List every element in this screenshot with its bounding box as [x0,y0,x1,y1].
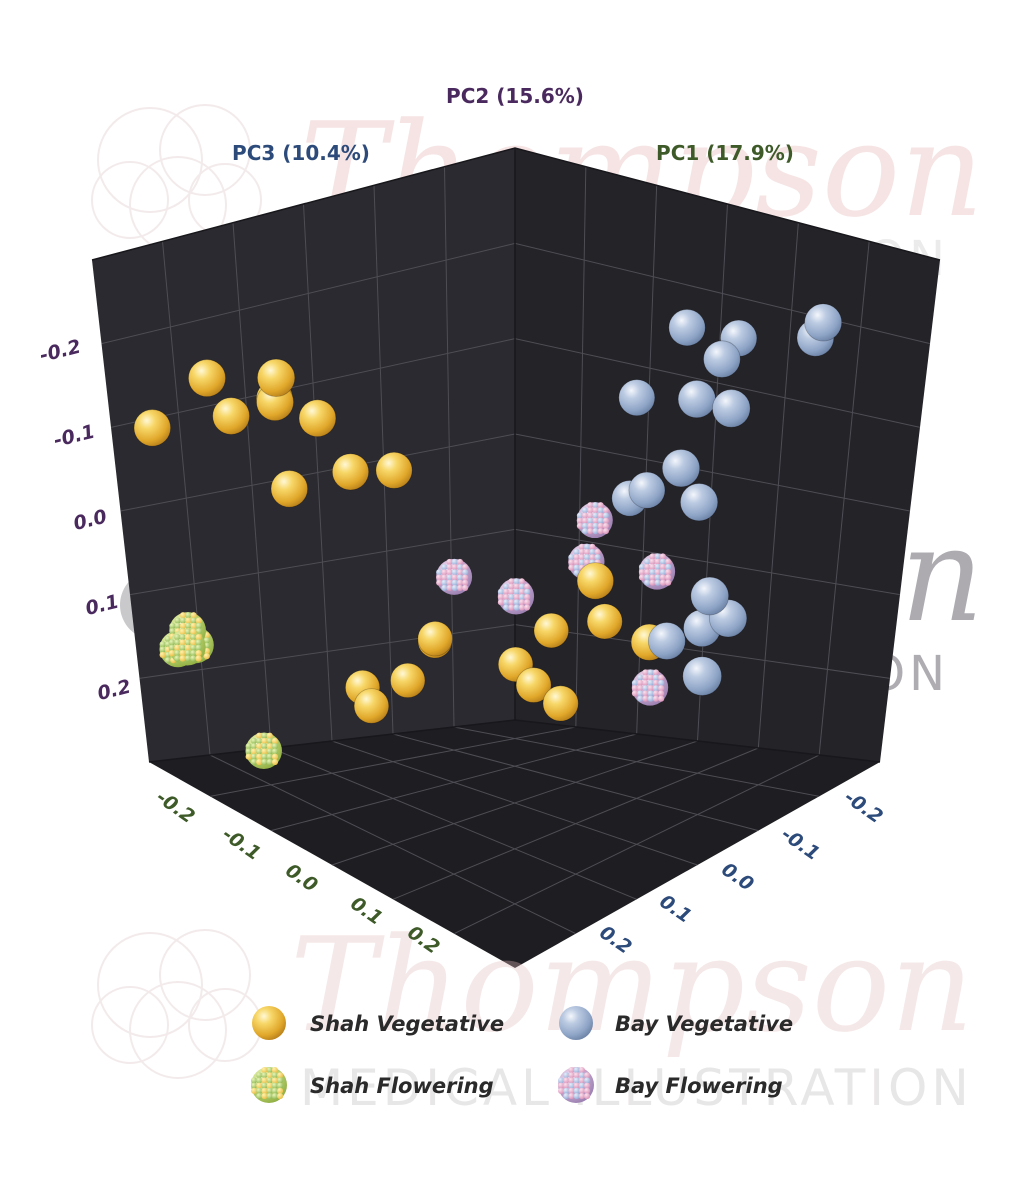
legend-item-bay-vegetative: Bay Vegetative [559,1006,793,1040]
point-bay-flowering-5 [631,669,669,706]
point-bay-vegetative-4 [703,340,741,378]
legend-label-bay-flowering: Bay Flowering [615,1074,783,1098]
tick-pc2-3: 0.1 [83,591,121,620]
axis-title-pc3: PC3 (10.4%) [232,141,370,165]
point-shah-vegetative-9 [331,453,370,491]
watermark-logo-top [91,104,262,254]
point-shah-vegetative-19 [390,662,426,699]
point-bay-flowering-0 [576,502,613,539]
point-shah-vegetative-15 [515,667,552,703]
tick-pc2-1: -0.1 [52,421,98,452]
legend-label-shah-vegetative: Shah Vegetative [310,1012,504,1036]
point-bay-flowering-4 [436,558,473,595]
point-shah-vegetative-0 [256,358,296,397]
axis-title-pc1: PC1 (17.9%) [656,141,794,165]
grid-left-horizontal [139,624,516,679]
floor [149,720,880,968]
grid-floor-line-b [209,754,577,935]
legend-item-shah-flowering: Shah Flowering [251,1067,494,1103]
data-markers [133,303,843,770]
plot-box [91,147,941,968]
point-bay-vegetative-1 [804,303,843,342]
point-bay-vegetative-8 [661,449,701,488]
tick-pc1-1: -0.1 [218,823,265,865]
point-shah-flowering-4 [245,732,282,770]
legend-marker-bay-vegetative [559,1006,593,1040]
tick-pc2-0: -0.2 [38,336,84,367]
point-shah-vegetative-13 [533,612,570,649]
watermark-logo-bottom [91,929,262,1079]
tick-pc1-2: 0.0 [281,859,321,896]
point-bay-flowering-1 [638,553,676,590]
point-shah-vegetative-17 [417,621,453,657]
tick-pc1-0: -0.2 [152,786,199,828]
point-shah-vegetative-8 [375,451,413,489]
watermark-subtitle-bottom: MEDICAL ILLUSTRATION [300,1059,973,1117]
point-bay-vegetative-5 [712,389,751,428]
tick-pc2-2: 0.0 [71,506,109,535]
watermark-front: Thompson MEDICAL ILLUSTRATION [290,909,974,1117]
back-left-wall [92,148,515,762]
legend-item-shah-vegetative: Shah Vegetative [252,1006,504,1040]
watermark-name-bottom: Thompson [290,909,974,1061]
point-shah-vegetative-10 [576,562,615,600]
point-shah-vegetative-16 [542,685,579,722]
point-bay-vegetative-10 [628,471,666,509]
point-shah-vegetative-12 [586,603,623,640]
tick-pc2-4: 0.2 [95,676,133,705]
point-bay-vegetative-6 [677,380,716,419]
legend-label-bay-vegetative: Bay Vegetative [615,1012,793,1036]
tick-pc3-2: 0.0 [717,858,757,895]
point-bay-vegetative-7 [618,379,656,417]
point-shah-vegetative-21 [353,688,390,724]
point-bay-vegetative-16 [647,622,686,660]
legend-marker-shah-flowering [251,1067,287,1103]
point-shah-vegetative-1 [188,359,226,398]
point-shah-vegetative-5 [298,399,337,438]
point-shah-vegetative-3 [212,397,250,435]
legend-marker-shah-vegetative [252,1006,286,1040]
tick-pc3-1: -0.1 [777,823,824,865]
point-shah-vegetative-7 [270,470,309,508]
tick-pc3-0: -0.2 [840,786,887,828]
legend-marker-shah-flowering-shape [251,1067,287,1103]
legend: Shah Vegetative Bay Vegetative Shah Flow… [251,1006,793,1103]
axis-title-pc2: PC2 (15.6%) [446,84,584,108]
point-bay-vegetative-12 [690,576,730,616]
point-shah-vegetative-6 [133,409,172,447]
grid-right-horizontal [514,624,891,679]
point-bay-vegetative-15 [682,656,722,696]
point-bay-flowering-3 [497,578,535,615]
legend-marker-bay-flowering-shape [558,1067,594,1103]
point-shah-flowering-3 [168,628,206,666]
legend-marker-bay-flowering [558,1067,594,1103]
legend-item-bay-flowering: Bay Flowering [558,1067,783,1103]
point-bay-vegetative-9 [680,483,719,522]
legend-label-shah-flowering: Shah Flowering [310,1074,494,1098]
point-bay-vegetative-2 [668,309,706,347]
